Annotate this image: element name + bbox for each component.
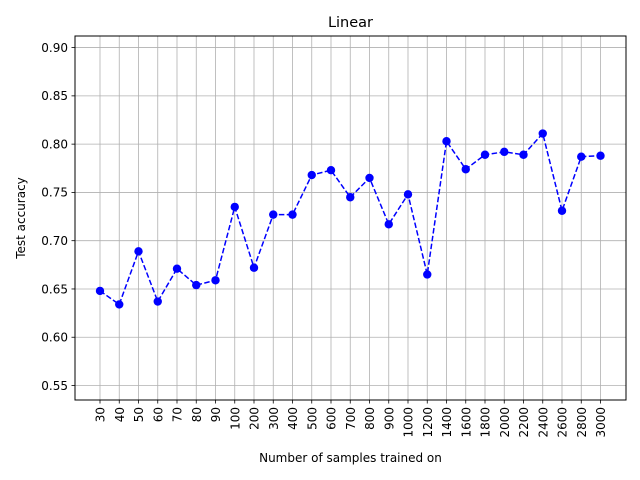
x-tick-label: 800 bbox=[363, 407, 377, 430]
x-tick-label: 300 bbox=[267, 407, 281, 430]
x-tick-label: 2600 bbox=[556, 407, 570, 438]
x-tick-label: 1200 bbox=[421, 407, 435, 438]
x-axis-label: Number of samples trained on bbox=[259, 451, 442, 465]
x-tick-label: 400 bbox=[286, 407, 300, 430]
x-tick-label: 30 bbox=[94, 407, 108, 422]
x-tick-label: 2200 bbox=[517, 407, 531, 438]
x-tick-label: 60 bbox=[151, 407, 165, 422]
grid-lines bbox=[75, 36, 626, 400]
data-point bbox=[480, 150, 490, 159]
x-tick-label: 900 bbox=[382, 407, 396, 430]
data-point bbox=[153, 297, 162, 306]
data-point bbox=[365, 173, 374, 183]
x-tick-label: 3000 bbox=[594, 407, 608, 438]
data-point bbox=[230, 202, 239, 212]
x-tick-label: 2800 bbox=[575, 407, 589, 438]
series-layer bbox=[95, 129, 605, 309]
x-tick-label: 2400 bbox=[536, 407, 550, 438]
data-point bbox=[500, 147, 509, 157]
ticks: 30 40 50 60 70 80 90 100 200 300 400 500 600 700 800 90… bbox=[41, 41, 608, 438]
data-point bbox=[557, 206, 567, 215]
data-point bbox=[442, 137, 451, 146]
chart-title: Linear bbox=[328, 15, 373, 31]
data-point bbox=[461, 165, 470, 174]
data-point bbox=[307, 170, 316, 180]
data-point bbox=[596, 151, 605, 160]
x-tick-label: 1400 bbox=[440, 407, 454, 438]
x-tick-label: 90 bbox=[209, 407, 223, 422]
data-point bbox=[192, 280, 201, 290]
data-point bbox=[269, 210, 278, 219]
x-tick-label: 1600 bbox=[459, 407, 473, 438]
data-point bbox=[519, 150, 528, 159]
data-point bbox=[95, 286, 105, 296]
y-tick-label: 0.70 bbox=[41, 234, 68, 248]
y-tick-label: 0.60 bbox=[41, 331, 68, 345]
data-point bbox=[538, 129, 547, 138]
x-tick-label: 2000 bbox=[498, 407, 512, 438]
x-tick-label: 500 bbox=[305, 407, 319, 430]
y-tick-label: 0.75 bbox=[41, 186, 68, 200]
x-tick-label: 50 bbox=[132, 407, 146, 422]
data-point bbox=[115, 300, 124, 309]
data-point bbox=[172, 264, 182, 273]
y-tick-label: 0.90 bbox=[41, 41, 68, 55]
data-point bbox=[326, 166, 336, 175]
data-point bbox=[249, 263, 259, 272]
data-point bbox=[403, 190, 413, 199]
data-point bbox=[384, 220, 393, 229]
data-point bbox=[577, 152, 586, 161]
y-tick-label: 0.85 bbox=[41, 89, 68, 103]
data-point bbox=[134, 247, 143, 256]
data-point bbox=[346, 193, 355, 202]
x-tick-label: 80 bbox=[190, 407, 204, 422]
data-point bbox=[211, 276, 220, 285]
y-axis-label: Test accuracy bbox=[14, 177, 28, 260]
x-tick-label: 70 bbox=[171, 407, 185, 422]
y-tick-label: 0.80 bbox=[41, 137, 68, 151]
x-tick-label: 200 bbox=[248, 407, 262, 430]
x-tick-label: 600 bbox=[325, 407, 339, 430]
data-point bbox=[423, 270, 432, 279]
x-tick-label: 700 bbox=[344, 407, 358, 430]
y-tick-label: 0.65 bbox=[41, 282, 68, 296]
x-tick-label: 100 bbox=[228, 407, 242, 430]
data-point bbox=[288, 210, 297, 219]
x-tick-label: 40 bbox=[113, 407, 127, 422]
x-tick-label: 1800 bbox=[479, 407, 493, 438]
x-tick-label: 1000 bbox=[402, 407, 416, 438]
y-tick-label: 0.55 bbox=[41, 379, 68, 393]
